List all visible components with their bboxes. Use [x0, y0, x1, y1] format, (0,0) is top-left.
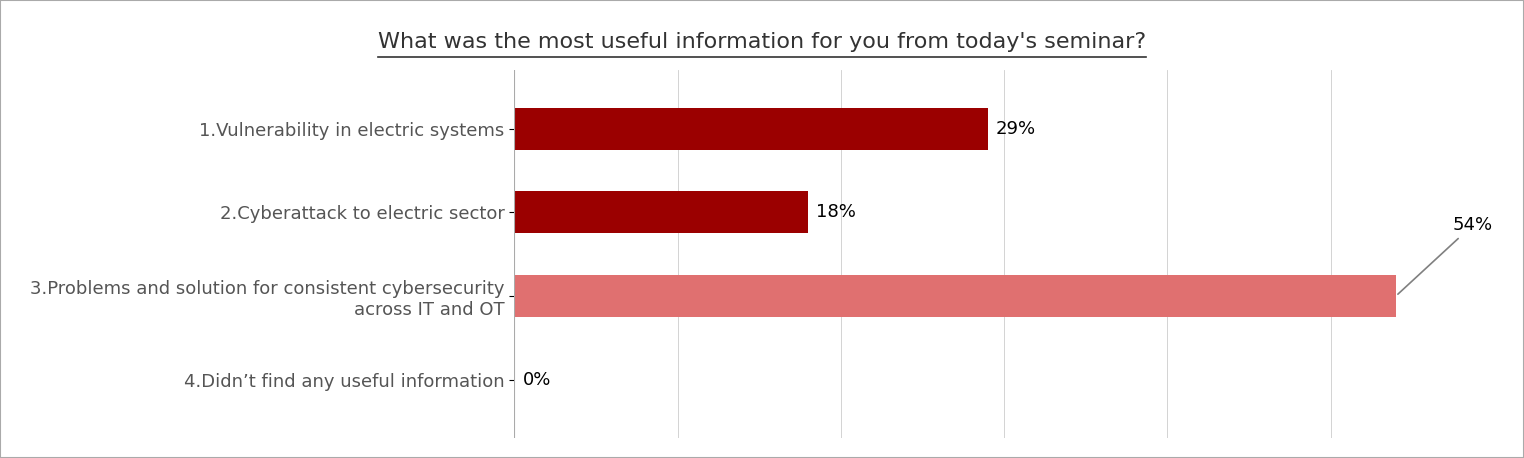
Text: 0%: 0% — [523, 371, 552, 389]
Text: 29%: 29% — [997, 120, 1036, 137]
Bar — [515, 275, 1396, 317]
Text: What was the most useful information for you from today's seminar?: What was the most useful information for… — [378, 32, 1146, 52]
Bar — [515, 191, 808, 233]
Text: 18%: 18% — [817, 203, 856, 221]
Bar — [515, 108, 988, 149]
Text: 54%: 54% — [1398, 216, 1494, 294]
